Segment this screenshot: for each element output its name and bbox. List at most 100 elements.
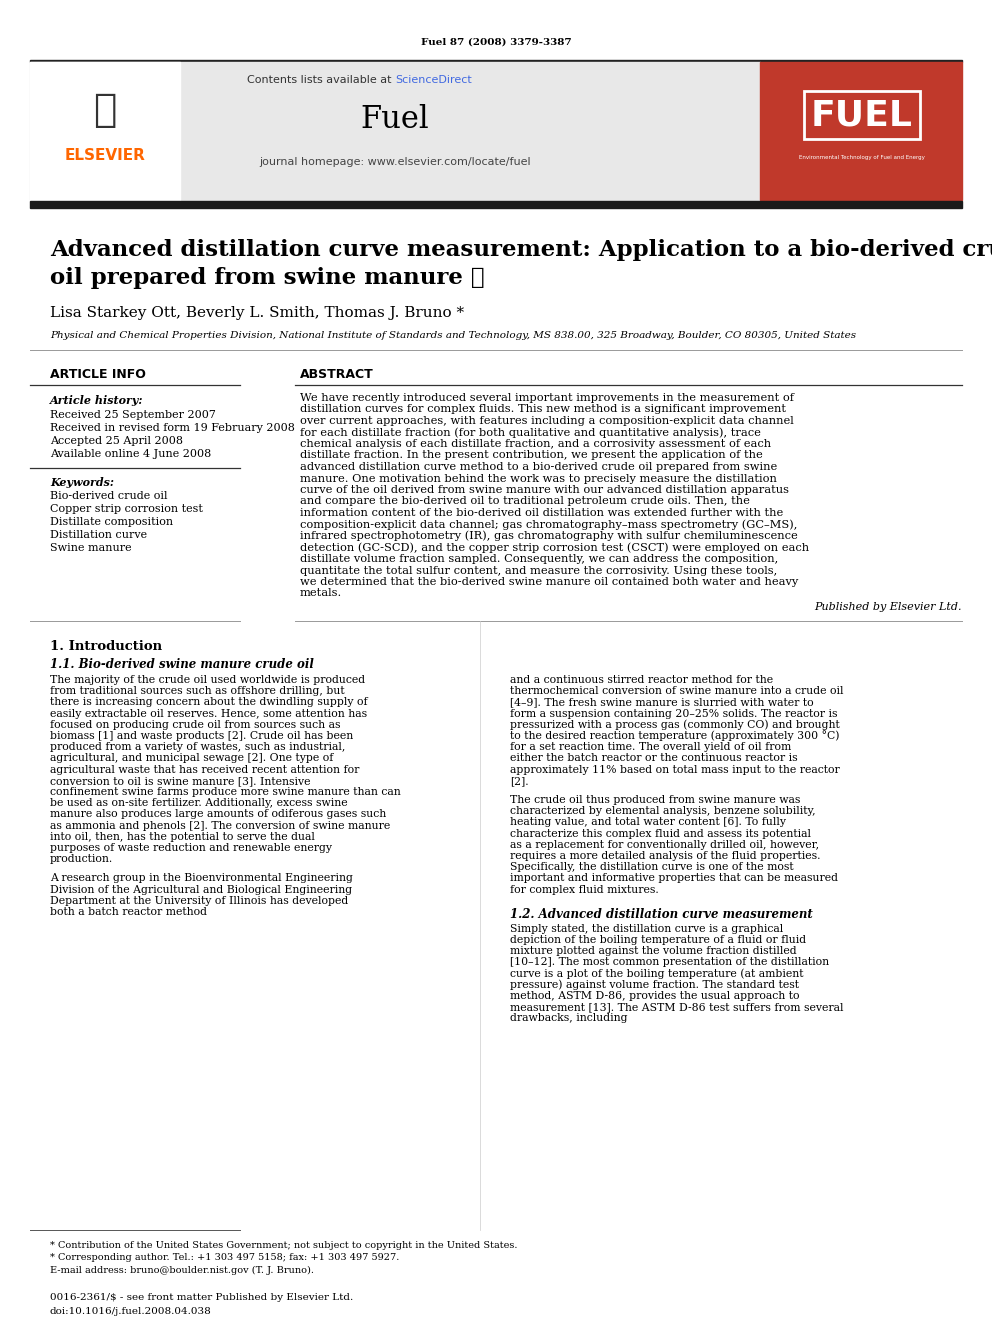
Text: requires a more detailed analysis of the fluid properties.: requires a more detailed analysis of the… (510, 851, 820, 861)
Text: agricultural waste that has received recent attention for: agricultural waste that has received rec… (50, 765, 359, 774)
Text: manure also produces large amounts of odiferous gases such: manure also produces large amounts of od… (50, 810, 386, 819)
Bar (30, 62, 180, 200)
Text: characterize this complex fluid and assess its potential: characterize this complex fluid and asse… (510, 828, 811, 839)
Text: for a set reaction time. The overall yield of oil from: for a set reaction time. The overall yie… (510, 742, 792, 753)
Text: Bio-derived crude oil: Bio-derived crude oil (50, 491, 168, 501)
Text: [4–9]. The fresh swine manure is slurried with water to: [4–9]. The fresh swine manure is slurrie… (510, 697, 813, 708)
Text: FUEL: FUEL (811, 98, 913, 132)
Text: confinement swine farms produce more swine manure than can: confinement swine farms produce more swi… (50, 787, 401, 796)
Text: mixture plotted against the volume fraction distilled: mixture plotted against the volume fract… (510, 946, 797, 957)
Text: be used as on-site fertilizer. Additionally, excess swine: be used as on-site fertilizer. Additiona… (50, 798, 347, 808)
Text: purposes of waste reduction and renewable energy: purposes of waste reduction and renewabl… (50, 843, 332, 853)
Text: to the desired reaction temperature (approximately 300 °C): to the desired reaction temperature (app… (510, 730, 839, 741)
Text: information content of the bio-derived oil distillation was extended further wit: information content of the bio-derived o… (300, 508, 784, 519)
Text: Advanced distillation curve measurement: Application to a bio-derived crude: Advanced distillation curve measurement:… (50, 239, 992, 261)
Text: Division of the Agricultural and Biological Engineering: Division of the Agricultural and Biologi… (50, 885, 352, 894)
Text: composition-explicit data channel; gas chromatography–mass spectrometry (GC–MS),: composition-explicit data channel; gas c… (300, 519, 798, 529)
Text: approximately 11% based on total mass input to the reactor: approximately 11% based on total mass in… (510, 765, 840, 774)
Bar (30, 201, 962, 208)
Text: both a batch reactor method: both a batch reactor method (50, 908, 207, 917)
Text: metals.: metals. (300, 589, 342, 598)
Text: We have recently introduced several important improvements in the measurement of: We have recently introduced several impo… (300, 393, 794, 404)
Text: Lisa Starkey Ott, Beverly L. Smith, Thomas J. Bruno *: Lisa Starkey Ott, Beverly L. Smith, Thom… (50, 306, 464, 320)
Text: Distillate composition: Distillate composition (50, 517, 174, 527)
Text: Received in revised form 19 February 2008: Received in revised form 19 February 200… (50, 423, 295, 433)
Text: doi:10.1016/j.fuel.2008.04.038: doi:10.1016/j.fuel.2008.04.038 (50, 1307, 211, 1315)
Text: we determined that the bio-derived swine manure oil contained both water and hea: we determined that the bio-derived swine… (300, 577, 799, 587)
Text: [2].: [2]. (510, 775, 529, 786)
Text: infrared spectrophotometry (IR), gas chromatography with sulfur chemiluminescenc: infrared spectrophotometry (IR), gas chr… (300, 531, 798, 541)
Text: form a suspension containing 20–25% solids. The reactor is: form a suspension containing 20–25% soli… (510, 709, 837, 718)
Text: as ammonia and phenols [2]. The conversion of swine manure: as ammonia and phenols [2]. The conversi… (50, 820, 390, 831)
Text: 1.2. Advanced distillation curve measurement: 1.2. Advanced distillation curve measure… (510, 909, 812, 921)
Text: 1.1. Bio-derived swine manure crude oil: 1.1. Bio-derived swine manure crude oil (50, 658, 313, 671)
Text: The crude oil thus produced from swine manure was: The crude oil thus produced from swine m… (510, 795, 801, 804)
Text: production.: production. (50, 855, 113, 864)
Bar (760, 62, 962, 200)
Text: ELSEVIER: ELSEVIER (64, 147, 146, 163)
Text: chemical analysis of each distillate fraction, and a corrosivity assessment of e: chemical analysis of each distillate fra… (300, 439, 771, 448)
Text: * Contribution of the United States Government; not subject to copyright in the : * Contribution of the United States Gove… (50, 1241, 518, 1250)
Text: ARTICLE INFO: ARTICLE INFO (50, 369, 146, 381)
Text: method, ASTM D-86, provides the usual approach to: method, ASTM D-86, provides the usual ap… (510, 991, 800, 1002)
Text: thermochemical conversion of swine manure into a crude oil: thermochemical conversion of swine manur… (510, 687, 843, 696)
Text: advanced distillation curve method to a bio-derived crude oil prepared from swin: advanced distillation curve method to a … (300, 462, 778, 472)
Text: distillate fraction. In the present contribution, we present the application of : distillate fraction. In the present cont… (300, 451, 763, 460)
Text: pressure) against volume fraction. The standard test: pressure) against volume fraction. The s… (510, 979, 799, 990)
Text: for each distillate fraction (for both qualitative and quantitative analysis), t: for each distillate fraction (for both q… (300, 427, 761, 438)
Text: focused on producing crude oil from sources such as: focused on producing crude oil from sour… (50, 720, 340, 730)
Text: Specifically, the distillation curve is one of the most: Specifically, the distillation curve is … (510, 863, 794, 872)
Text: The majority of the crude oil used worldwide is produced: The majority of the crude oil used world… (50, 675, 365, 685)
Text: and compare the bio-derived oil to traditional petroleum crude oils. Then, the: and compare the bio-derived oil to tradi… (300, 496, 750, 507)
Text: Copper strip corrosion test: Copper strip corrosion test (50, 504, 203, 515)
Text: either the batch reactor or the continuous reactor is: either the batch reactor or the continuo… (510, 753, 798, 763)
Text: conversion to oil is swine manure [3]. Intensive: conversion to oil is swine manure [3]. I… (50, 775, 310, 786)
Text: quantitate the total sulfur content, and measure the corrosivity. Using these to: quantitate the total sulfur content, and… (300, 565, 778, 576)
Text: Fuel: Fuel (361, 105, 430, 135)
Text: drawbacks, including: drawbacks, including (510, 1013, 628, 1024)
Text: into oil, then, has the potential to serve the dual: into oil, then, has the potential to ser… (50, 832, 314, 841)
Text: [10–12]. The most common presentation of the distillation: [10–12]. The most common presentation of… (510, 958, 829, 967)
Text: heating value, and total water content [6]. To fully: heating value, and total water content [… (510, 818, 786, 827)
Text: Contents lists available at: Contents lists available at (247, 75, 395, 85)
Text: pressurized with a process gas (commonly CO) and brought: pressurized with a process gas (commonly… (510, 720, 840, 730)
Text: as a replacement for conventionally drilled oil, however,: as a replacement for conventionally dril… (510, 840, 819, 849)
Text: journal homepage: www.elsevier.com/locate/fuel: journal homepage: www.elsevier.com/locat… (259, 157, 531, 167)
Text: distillation curves for complex fluids. This new method is a significant improve: distillation curves for complex fluids. … (300, 405, 786, 414)
Text: easily extractable oil reserves. Hence, some attention has: easily extractable oil reserves. Hence, … (50, 709, 367, 718)
Text: Accepted 25 April 2008: Accepted 25 April 2008 (50, 437, 183, 446)
Text: Swine manure: Swine manure (50, 542, 132, 553)
Text: 🌳: 🌳 (93, 91, 117, 130)
Text: produced from a variety of wastes, such as industrial,: produced from a variety of wastes, such … (50, 742, 345, 753)
Text: Fuel 87 (2008) 3379-3387: Fuel 87 (2008) 3379-3387 (421, 37, 571, 46)
Text: Simply stated, the distillation curve is a graphical: Simply stated, the distillation curve is… (510, 923, 784, 934)
Text: manure. One motivation behind the work was to precisely measure the distillation: manure. One motivation behind the work w… (300, 474, 777, 483)
Bar (30, 62, 760, 200)
Text: curve is a plot of the boiling temperature (at ambient: curve is a plot of the boiling temperatu… (510, 968, 804, 979)
Text: Available online 4 June 2008: Available online 4 June 2008 (50, 448, 211, 459)
Text: ABSTRACT: ABSTRACT (300, 369, 374, 381)
Text: E-mail address: bruno@boulder.nist.gov (T. J. Bruno).: E-mail address: bruno@boulder.nist.gov (… (50, 1265, 314, 1274)
Text: biomass [1] and waste products [2]. Crude oil has been: biomass [1] and waste products [2]. Crud… (50, 732, 353, 741)
Text: measurement [13]. The ASTM D-86 test suffers from several: measurement [13]. The ASTM D-86 test suf… (510, 1003, 843, 1012)
Text: from traditional sources such as offshore drilling, but: from traditional sources such as offshor… (50, 687, 344, 696)
Text: there is increasing concern about the dwindling supply of: there is increasing concern about the dw… (50, 697, 368, 708)
Text: for complex fluid mixtures.: for complex fluid mixtures. (510, 885, 659, 894)
Text: A research group in the Bioenvironmental Engineering: A research group in the Bioenvironmental… (50, 873, 353, 884)
Text: ScienceDirect: ScienceDirect (395, 75, 472, 85)
Text: Environmental Technology of Fuel and Energy: Environmental Technology of Fuel and Ene… (800, 156, 925, 160)
Text: characterized by elemental analysis, benzene solubility,: characterized by elemental analysis, ben… (510, 806, 815, 816)
Text: Received 25 September 2007: Received 25 September 2007 (50, 410, 216, 419)
Text: * Corresponding author. Tel.: +1 303 497 5158; fax: +1 303 497 5927.: * Corresponding author. Tel.: +1 303 497… (50, 1253, 400, 1262)
Bar (30, 60, 962, 62)
Text: Physical and Chemical Properties Division, National Institute of Standards and T: Physical and Chemical Properties Divisio… (50, 331, 856, 340)
Text: 1. Introduction: 1. Introduction (50, 639, 162, 652)
Text: oil prepared from swine manure ★: oil prepared from swine manure ★ (50, 267, 485, 288)
Text: 0016-2361/$ - see front matter Published by Elsevier Ltd.: 0016-2361/$ - see front matter Published… (50, 1294, 353, 1303)
Text: Keywords:: Keywords: (50, 476, 114, 487)
Text: important and informative properties that can be measured: important and informative properties tha… (510, 873, 838, 884)
Text: and a continuous stirred reactor method for the: and a continuous stirred reactor method … (510, 675, 773, 685)
Text: agricultural, and municipal sewage [2]. One type of: agricultural, and municipal sewage [2]. … (50, 753, 333, 763)
Text: Department at the University of Illinois has developed: Department at the University of Illinois… (50, 896, 348, 906)
Text: depiction of the boiling temperature of a fluid or fluid: depiction of the boiling temperature of … (510, 935, 806, 945)
